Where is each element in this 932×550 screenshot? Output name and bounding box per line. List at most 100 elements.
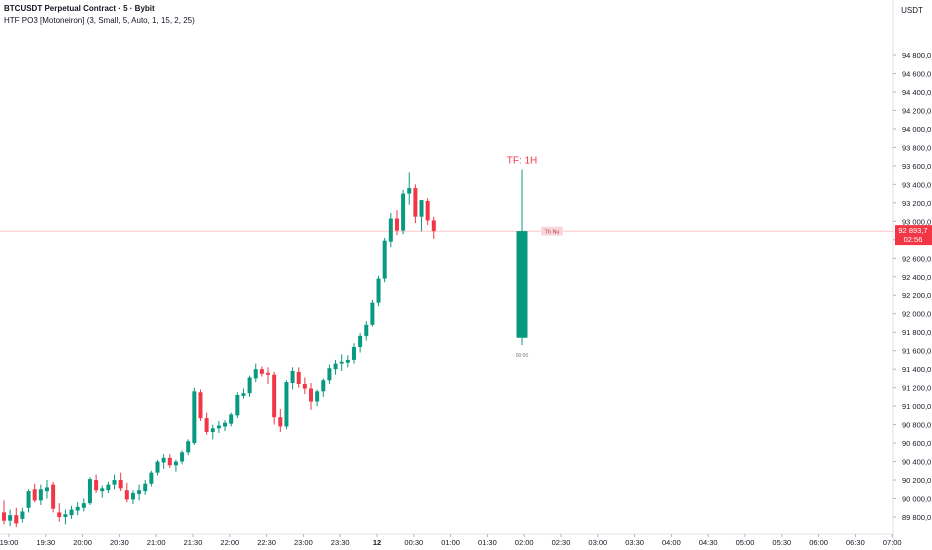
candle-body bbox=[38, 489, 43, 501]
x-tick-label: 05:30 bbox=[772, 538, 791, 547]
candle bbox=[57, 503, 62, 522]
candle-body bbox=[315, 391, 320, 402]
candle bbox=[2, 500, 6, 525]
candle bbox=[302, 377, 307, 395]
candle-body bbox=[431, 220, 436, 232]
x-tick-label: 01:00 bbox=[441, 538, 460, 547]
y-tick-label: 90 000,0 bbox=[902, 495, 931, 504]
candle-body bbox=[309, 388, 313, 402]
candle-body bbox=[149, 472, 154, 484]
candle-body bbox=[284, 382, 289, 427]
candle bbox=[296, 367, 301, 388]
y-tick-label: 90 400,0 bbox=[902, 458, 931, 467]
candle bbox=[44, 480, 49, 499]
htf-candle bbox=[516, 169, 528, 346]
candle bbox=[290, 367, 295, 390]
candle bbox=[8, 509, 13, 527]
candle-body bbox=[296, 371, 301, 384]
candle bbox=[425, 198, 430, 226]
candle bbox=[20, 507, 25, 523]
candle-body bbox=[278, 417, 283, 427]
candle-body bbox=[100, 488, 105, 492]
candle-body bbox=[87, 479, 92, 504]
x-tick-label: 20:30 bbox=[110, 538, 129, 547]
candle-body bbox=[118, 480, 123, 489]
y-tick-label: 93 400,0 bbox=[902, 180, 931, 189]
candle bbox=[192, 387, 197, 445]
candle-body bbox=[327, 368, 332, 381]
candle bbox=[394, 210, 399, 236]
candle-body bbox=[204, 418, 209, 432]
candle bbox=[106, 481, 111, 493]
candle-body bbox=[413, 188, 418, 217]
candle-body bbox=[106, 484, 111, 491]
x-tick-label: 02:00 bbox=[515, 538, 534, 547]
candle bbox=[278, 408, 283, 432]
x-tick-label: 02:30 bbox=[552, 538, 571, 547]
candle bbox=[149, 470, 154, 487]
y-tick-label: 92 600,0 bbox=[902, 254, 931, 263]
candle-body bbox=[339, 361, 344, 364]
indicator-legend[interactable]: HTF PO3 [Motoneiron] (3, Small, 5, Auto,… bbox=[4, 16, 195, 25]
candle-body bbox=[51, 484, 56, 509]
candle-body bbox=[382, 240, 387, 279]
currency-label: USDT bbox=[901, 6, 923, 15]
last-price-value: 92 893,7 bbox=[898, 226, 927, 235]
y-tick-label: 93 000,0 bbox=[902, 217, 931, 226]
x-tick-label: 23:00 bbox=[294, 538, 313, 547]
candle bbox=[413, 184, 418, 224]
candle-body bbox=[143, 483, 148, 492]
candle-body bbox=[2, 512, 6, 521]
x-tick-label: 21:30 bbox=[184, 538, 203, 547]
candle bbox=[167, 454, 172, 469]
bar-countdown: 02:56 bbox=[904, 235, 923, 244]
candle-body bbox=[186, 441, 191, 453]
candle bbox=[253, 363, 258, 383]
candle bbox=[345, 355, 350, 368]
candle bbox=[87, 477, 92, 505]
y-tick-label: 94 400,0 bbox=[902, 88, 931, 97]
x-tick-label: 03:30 bbox=[625, 538, 644, 547]
candle bbox=[155, 459, 160, 476]
candle-body bbox=[94, 480, 99, 491]
candle-body bbox=[124, 490, 129, 500]
candle bbox=[186, 439, 191, 456]
candle-body bbox=[180, 452, 185, 462]
x-tick-label: 04:30 bbox=[699, 538, 718, 547]
candle-body bbox=[63, 514, 68, 517]
candle bbox=[94, 474, 99, 493]
candle bbox=[407, 172, 412, 205]
candle bbox=[118, 472, 123, 492]
candle-body bbox=[216, 425, 221, 429]
symbol-title[interactable]: BTCUSDT Perpetual Contract · 5 · Bybit bbox=[4, 4, 155, 13]
candle bbox=[137, 484, 142, 501]
x-tick-label: 03:00 bbox=[588, 538, 607, 547]
candle-body bbox=[44, 487, 49, 492]
candle-body bbox=[192, 391, 197, 444]
candle bbox=[370, 299, 375, 327]
candle-body bbox=[419, 200, 424, 217]
x-tick-label: 20:00 bbox=[73, 538, 92, 547]
y-tick-label: 91 600,0 bbox=[902, 347, 931, 356]
candle bbox=[315, 389, 320, 407]
candle bbox=[198, 389, 203, 421]
y-tick-label: 89 800,0 bbox=[902, 513, 931, 522]
candle bbox=[401, 189, 406, 235]
candle-body bbox=[210, 428, 215, 432]
candle bbox=[26, 489, 31, 513]
candle-body bbox=[155, 461, 160, 473]
candle-body bbox=[425, 200, 430, 221]
candle-body bbox=[20, 511, 25, 519]
candle-body bbox=[333, 363, 338, 370]
candle bbox=[143, 480, 148, 495]
candle-body bbox=[32, 489, 37, 501]
candle-body bbox=[26, 491, 31, 508]
candle-body bbox=[290, 371, 295, 384]
y-tick-label: 91 000,0 bbox=[902, 402, 931, 411]
candle-body bbox=[370, 302, 375, 325]
x-tick-label: 12 bbox=[373, 538, 381, 547]
last-price-badge bbox=[895, 225, 932, 246]
candle bbox=[100, 485, 105, 498]
candle bbox=[69, 505, 74, 519]
